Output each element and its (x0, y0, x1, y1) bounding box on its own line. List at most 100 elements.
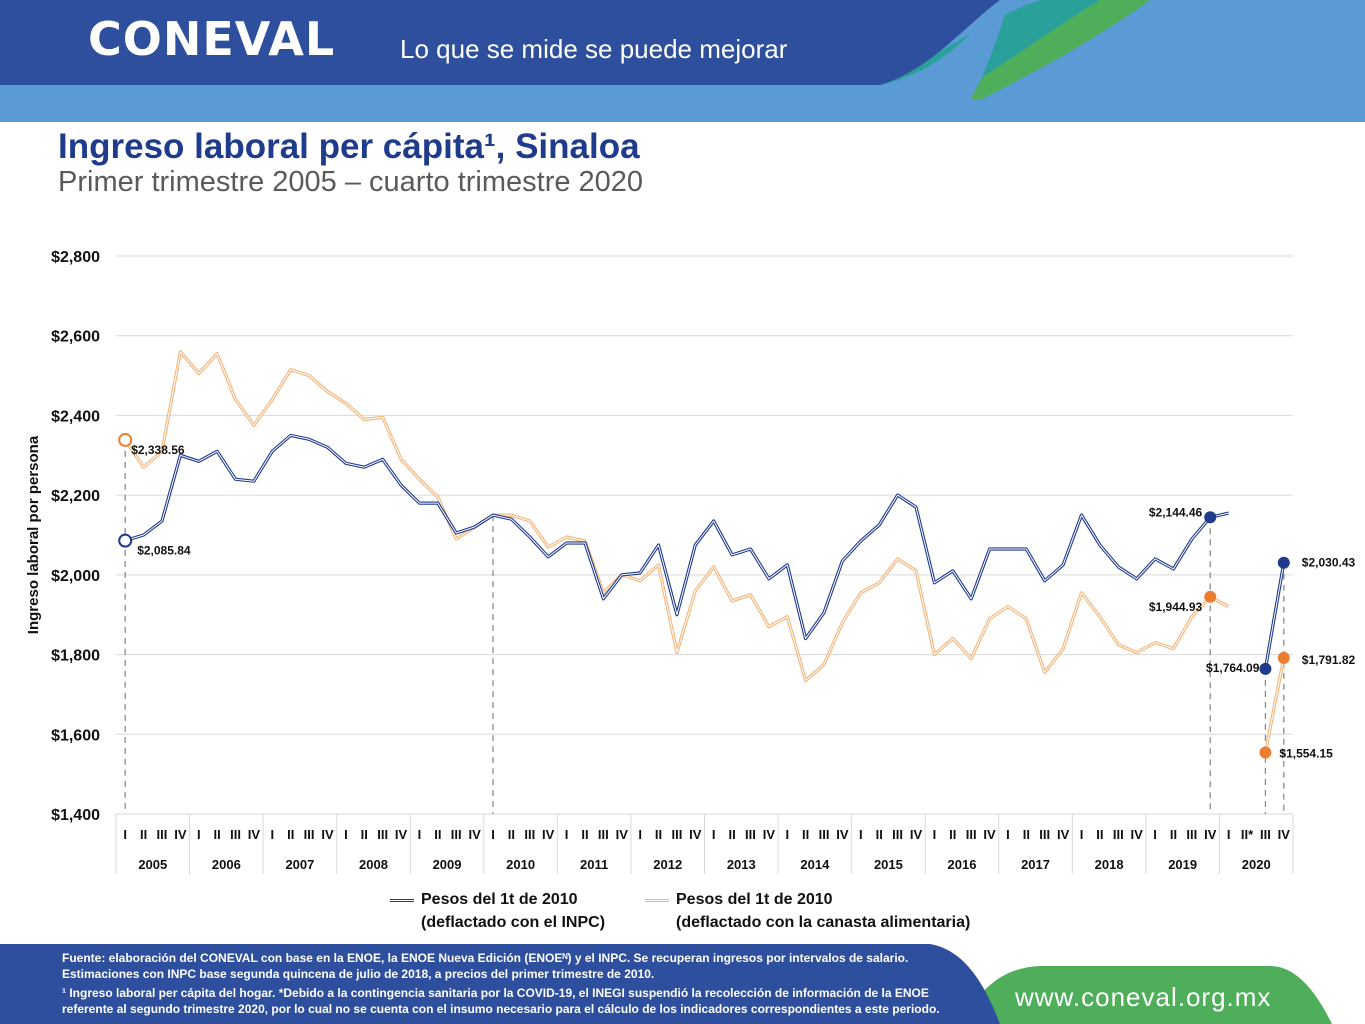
x-quarter-label: I (712, 827, 716, 842)
x-quarter-label: III (1260, 827, 1271, 842)
x-year-label: 2006 (212, 857, 241, 872)
x-quarter-label: III (966, 827, 977, 842)
series-inpc-line-inner (1264, 562, 1285, 669)
x-quarter-label: III (1113, 827, 1124, 842)
x-quarter-label: III (524, 827, 535, 842)
x-quarter-label: I (859, 827, 863, 842)
header-tagline: Lo que se mide se puede mejorar (400, 34, 788, 64)
x-quarter-label: II (1096, 827, 1103, 842)
x-quarter-label: III (819, 827, 830, 842)
x-quarter-label: I (1227, 827, 1231, 842)
x-quarter-label: I (123, 827, 127, 842)
x-quarter-label: I (565, 827, 569, 842)
x-quarter-label: III (230, 827, 241, 842)
reference-lines (124, 439, 1285, 814)
y-tick-label: $1,400 (51, 807, 100, 824)
highlight-markers (118, 432, 1290, 759)
x-year-label: 2013 (727, 857, 756, 872)
x-year-label: 2019 (1168, 857, 1197, 872)
series-food-line-inner (124, 351, 1229, 681)
marker-food (1277, 651, 1290, 664)
data-label: $1,554.15 (1279, 747, 1333, 761)
x-quarter-label: II (876, 827, 883, 842)
y-tick-label: $2,800 (51, 249, 100, 266)
x-quarter-label: IV (763, 827, 776, 842)
x-quarter-label: IV (689, 827, 702, 842)
x-quarter-label: II (361, 827, 368, 842)
data-label: $2,085.84 (137, 544, 191, 558)
footer-blue-shape (0, 944, 1000, 1024)
data-label: $2,030.43 (1302, 556, 1356, 570)
x-year-label: 2015 (874, 857, 903, 872)
chart-title: Ingreso laboral per cápita¹, Sinaloa (58, 127, 640, 166)
x-year-label: 2011 (580, 857, 608, 872)
x-quarter-label: III (892, 827, 903, 842)
series-inpc-line-inner (125, 434, 1229, 640)
data-label: $1,944.93 (1149, 600, 1203, 614)
series-lines (123, 350, 1286, 753)
x-quarter-label: IV (910, 827, 923, 842)
x-quarter-label: I (418, 827, 422, 842)
data-label: $2,144.46 (1149, 505, 1203, 519)
legend-label-inpc: Pesos del 1t de 2010 (deflactado con el … (421, 888, 605, 934)
legend-inpc-line1: Pesos del 1t de 2010 (421, 891, 578, 908)
x-quarter-label: III (671, 827, 682, 842)
x-quarter-label: IV (395, 827, 408, 842)
x-quarter-label: IV (468, 827, 481, 842)
y-axis-label: Ingreso laboral por persona (25, 435, 42, 634)
x-quarter-label: I (1153, 827, 1157, 842)
marker-food-start (118, 432, 133, 447)
legend-label-food: Pesos del 1t de 2010 (deflactado con la … (676, 888, 970, 934)
x-quarter-label: II (1170, 827, 1177, 842)
x-year-label: 2018 (1095, 857, 1124, 872)
x-quarter-label: I (344, 827, 348, 842)
x-year-label: 2014 (800, 857, 830, 872)
x-quarter-label: I (1006, 827, 1010, 842)
data-label: $1,764.09 (1206, 661, 1260, 675)
website-link[interactable]: www.coneval.org.mx (1015, 982, 1272, 1012)
x-year-label: 2008 (359, 857, 388, 872)
y-tick-label: $1,800 (51, 648, 100, 665)
y-tick-label: $2,000 (51, 568, 100, 585)
data-label: $2,338.56 (131, 443, 185, 457)
x-quarter-label: III (745, 827, 756, 842)
legend-swatch-inpc (390, 899, 414, 902)
x-quarter-label: III (451, 827, 462, 842)
x-quarter-label: II (728, 827, 735, 842)
x-quarter-label: I (785, 827, 789, 842)
x-quarter-label: IV (616, 827, 629, 842)
x-quarter-label: II (949, 827, 956, 842)
x-quarter-label: II* (1241, 827, 1254, 842)
x-quarter-label: IV (542, 827, 555, 842)
legend: Pesos del 1t de 2010 (deflactado con el … (390, 888, 1090, 938)
x-quarter-label: IV (1204, 827, 1217, 842)
x-year-label: 2005 (138, 857, 167, 872)
x-quarter-label: II (214, 827, 221, 842)
x-quarter-label: IV (1131, 827, 1144, 842)
legend-food-line1: Pesos del 1t de 2010 (676, 891, 833, 908)
x-year-label: 2016 (948, 857, 977, 872)
x-quarter-label: IV (248, 827, 261, 842)
x-quarter-label: II (655, 827, 662, 842)
y-tick-label: $2,400 (51, 408, 100, 425)
data-labels: $2,338.56 $2,085.84 $2,144.46 $1,944.93 $2,0… (131, 443, 1355, 761)
x-quarter-label: IV (321, 827, 334, 842)
x-quarter-label: II (581, 827, 588, 842)
x-quarter-label: IV (983, 827, 996, 842)
x-year-label: 2017 (1021, 857, 1050, 872)
x-quarter-label: II (434, 827, 441, 842)
header-blue-band (0, 0, 1000, 85)
y-axis: $1,400 $1,600 $1,800 $2,000 $2,200 $2,400 $2,6… (51, 249, 100, 824)
x-quarter-label: III (598, 827, 609, 842)
x-year-label: 2010 (506, 857, 535, 872)
x-quarter-label: III (377, 827, 388, 842)
legend-food-line2: (deflactado con la canasta alimentaria) (676, 914, 971, 931)
x-quarter-label: II (802, 827, 809, 842)
footer-source-note: Fuente: elaboración del CONEVAL con base… (62, 951, 909, 981)
x-quarter-label: I (933, 827, 937, 842)
marker-food (1204, 590, 1217, 603)
x-quarter-label: II (140, 827, 147, 842)
x-quarter-label: IV (174, 827, 187, 842)
